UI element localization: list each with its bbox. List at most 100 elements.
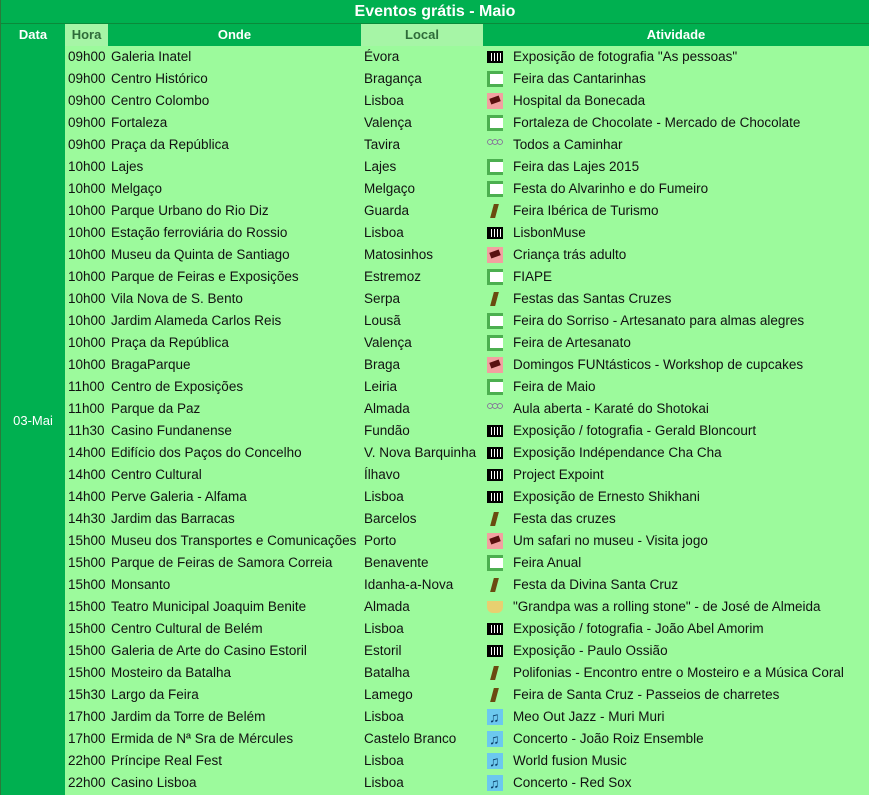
hora-cell[interactable]: 09h00 — [68, 71, 106, 86]
onde-cell[interactable]: Parque de Feiras e Exposições — [111, 269, 299, 284]
onde-cell[interactable]: Vila Nova de S. Bento — [111, 291, 243, 306]
local-cell[interactable]: Lisboa — [364, 225, 404, 240]
table-row[interactable]: 09h00 Galeria Inatel Évora Exposição de … — [65, 46, 869, 68]
hora-cell[interactable]: 10h00 — [68, 225, 106, 240]
onde-cell[interactable]: Lajes — [111, 159, 144, 174]
hora-cell[interactable]: 09h00 — [68, 115, 106, 130]
local-cell[interactable]: Castelo Branco — [364, 731, 457, 746]
table-row[interactable]: 09h00 Praça da República Tavira Todos a … — [65, 134, 869, 156]
local-cell[interactable]: Évora — [364, 49, 400, 64]
onde-cell[interactable]: Teatro Municipal Joaquim Benite — [111, 599, 307, 614]
local-cell[interactable]: Batalha — [364, 665, 410, 680]
table-row[interactable]: 09h00 Centro Histórico Bragança Feira da… — [65, 68, 869, 90]
onde-cell[interactable]: Fortaleza — [111, 115, 168, 130]
table-row[interactable]: 15h00 Galeria de Arte do Casino Estoril … — [65, 640, 869, 662]
table-row[interactable]: 15h30 Largo da Feira Lamego Feira de San… — [65, 684, 869, 706]
onde-cell[interactable]: Museu da Quinta de Santiago — [111, 247, 290, 262]
local-cell[interactable]: Lisboa — [364, 753, 404, 768]
local-cell[interactable]: Serpa — [364, 291, 401, 306]
hora-cell[interactable]: 14h00 — [68, 467, 106, 482]
hora-cell[interactable]: 09h00 — [68, 137, 106, 152]
local-cell[interactable]: Porto — [364, 533, 397, 548]
onde-cell[interactable]: BragaParque — [111, 357, 191, 372]
local-cell[interactable]: Lisboa — [364, 489, 404, 504]
onde-cell[interactable]: Casino Fundanense — [111, 423, 232, 438]
table-row[interactable]: 15h00 Teatro Municipal Joaquim Benite Al… — [65, 596, 869, 618]
atividade-cell[interactable]: Feira de Maio — [483, 376, 869, 398]
atividade-cell[interactable]: Exposição de fotografia "As pessoas" — [483, 46, 869, 68]
onde-cell[interactable]: Jardim da Torre de Belém — [111, 709, 266, 724]
hora-cell[interactable]: 15h00 — [68, 599, 106, 614]
table-row[interactable]: 10h00 Parque Urbano do Rio Diz Guarda Fe… — [65, 200, 869, 222]
atividade-cell[interactable]: Feira das Lajes 2015 — [483, 156, 869, 178]
hora-cell[interactable]: 15h00 — [68, 621, 106, 636]
onde-cell[interactable]: Praça da República — [111, 137, 229, 152]
onde-cell[interactable]: Museu dos Transportes e Comunicações — [111, 533, 357, 548]
atividade-cell[interactable]: Feira Ibérica de Turismo — [483, 200, 869, 222]
atividade-cell[interactable]: Meo Out Jazz - Muri Muri — [483, 706, 869, 728]
hora-cell[interactable]: 10h00 — [68, 247, 106, 262]
local-cell[interactable]: Almada — [364, 401, 410, 416]
header-hora[interactable]: Hora — [65, 24, 108, 46]
onde-cell[interactable]: Edifício dos Paços do Concelho — [111, 445, 302, 460]
table-row[interactable]: 15h00 Mosteiro da Batalha Batalha Polifo… — [65, 662, 869, 684]
table-row[interactable]: 10h00 Parque de Feiras e Exposições Estr… — [65, 266, 869, 288]
onde-cell[interactable]: Melgaço — [111, 181, 163, 196]
onde-cell[interactable]: Perve Galeria - Alfama — [111, 489, 247, 504]
hora-cell[interactable]: 15h00 — [68, 577, 106, 592]
table-row[interactable]: 11h00 Centro de Exposições Leiria Feira … — [65, 376, 869, 398]
local-cell[interactable]: Benavente — [364, 555, 429, 570]
hora-cell[interactable]: 17h00 — [68, 731, 106, 746]
atividade-cell[interactable]: Domingos FUNtásticos - Workshop de cupca… — [483, 354, 869, 376]
table-row[interactable]: 14h30 Jardim das Barracas Barcelos Festa… — [65, 508, 869, 530]
hora-cell[interactable]: 15h00 — [68, 533, 106, 548]
hora-cell[interactable]: 22h00 — [68, 753, 106, 768]
hora-cell[interactable]: 17h00 — [68, 709, 106, 724]
atividade-cell[interactable]: LisbonMuse — [483, 222, 869, 244]
atividade-cell[interactable]: Feira Anual — [483, 552, 869, 574]
table-row[interactable]: 14h00 Centro Cultural Ílhavo Project Exp… — [65, 464, 869, 486]
table-row[interactable]: 17h00 Ermida de Nª Sra de Mércules Caste… — [65, 728, 869, 750]
local-cell[interactable]: Tavira — [364, 137, 401, 152]
hora-cell[interactable]: 14h00 — [68, 445, 106, 460]
onde-cell[interactable]: Centro Colombo — [111, 93, 210, 108]
local-cell[interactable]: Idanha-a-Nova — [364, 577, 454, 592]
onde-cell[interactable]: Jardim Alameda Carlos Reis — [111, 313, 282, 328]
onde-cell[interactable]: Centro de Exposições — [111, 379, 244, 394]
table-row[interactable]: 22h00 Casino Lisboa Lisboa Concerto - Re… — [65, 772, 869, 794]
hora-cell[interactable]: 14h30 — [68, 511, 106, 526]
table-row[interactable]: 10h00 Praça da República Valença Feira d… — [65, 332, 869, 354]
onde-cell[interactable]: Largo da Feira — [111, 687, 199, 702]
local-cell[interactable]: Matosinhos — [364, 247, 434, 262]
local-cell[interactable]: Melgaço — [364, 181, 416, 196]
table-row[interactable]: 17h00 Jardim da Torre de Belém Lisboa Me… — [65, 706, 869, 728]
local-cell[interactable]: Lisboa — [364, 93, 404, 108]
local-cell[interactable]: V. Nova Barquinha — [364, 445, 477, 460]
local-cell[interactable]: Valença — [364, 335, 412, 350]
local-cell[interactable]: Lisboa — [364, 775, 404, 790]
local-cell[interactable]: Barcelos — [364, 511, 417, 526]
atividade-cell[interactable]: Festas das Santas Cruzes — [483, 288, 869, 310]
hora-cell[interactable]: 15h30 — [68, 687, 106, 702]
onde-cell[interactable]: Centro Cultural de Belém — [111, 621, 263, 636]
table-row[interactable]: 10h00 Museu da Quinta de Santiago Matosi… — [65, 244, 869, 266]
table-row[interactable]: 10h00 Jardim Alameda Carlos Reis Lousã F… — [65, 310, 869, 332]
local-cell[interactable]: Guarda — [364, 203, 410, 218]
atividade-cell[interactable]: Criança trás adulto — [483, 244, 869, 266]
local-cell[interactable]: Fundão — [364, 423, 410, 438]
atividade-cell[interactable]: Aula aberta - Karaté do Shotokai — [483, 398, 869, 420]
hora-cell[interactable]: 15h00 — [68, 643, 106, 658]
atividade-cell[interactable]: World fusion Music — [483, 750, 869, 772]
hora-cell[interactable]: 09h00 — [68, 93, 106, 108]
hora-cell[interactable]: 11h00 — [68, 379, 105, 394]
local-cell[interactable]: Valença — [364, 115, 412, 130]
atividade-cell[interactable]: Festa das cruzes — [483, 508, 869, 530]
onde-cell[interactable]: Monsanto — [111, 577, 171, 592]
onde-cell[interactable]: Parque da Paz — [111, 401, 201, 416]
hora-cell[interactable]: 10h00 — [68, 291, 106, 306]
atividade-cell[interactable]: Feira de Santa Cruz - Passeios de charre… — [483, 684, 869, 706]
hora-cell[interactable]: 10h00 — [68, 269, 106, 284]
onde-cell[interactable]: Centro Cultural — [111, 467, 202, 482]
local-cell[interactable]: Estoril — [364, 643, 402, 658]
local-cell[interactable]: Bragança — [364, 71, 422, 86]
